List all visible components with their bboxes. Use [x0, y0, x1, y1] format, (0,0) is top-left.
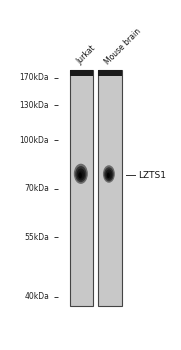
Text: 170kDa: 170kDa [20, 73, 49, 82]
Ellipse shape [78, 172, 82, 178]
Ellipse shape [79, 173, 82, 177]
Ellipse shape [77, 168, 85, 181]
Ellipse shape [107, 173, 110, 178]
Ellipse shape [104, 167, 114, 181]
Text: Mouse brain: Mouse brain [103, 27, 143, 66]
Text: LZTS1: LZTS1 [138, 171, 166, 180]
Text: 70kDa: 70kDa [24, 184, 49, 194]
FancyBboxPatch shape [98, 70, 121, 306]
Ellipse shape [106, 172, 111, 178]
Text: 130kDa: 130kDa [20, 101, 49, 110]
Ellipse shape [108, 173, 110, 177]
Ellipse shape [75, 166, 87, 182]
Ellipse shape [74, 164, 88, 184]
FancyBboxPatch shape [70, 70, 93, 76]
FancyBboxPatch shape [70, 70, 93, 306]
Text: 55kDa: 55kDa [24, 233, 49, 242]
Ellipse shape [103, 165, 115, 183]
Text: 100kDa: 100kDa [20, 136, 49, 145]
Text: 40kDa: 40kDa [24, 292, 49, 301]
Ellipse shape [78, 171, 84, 179]
FancyBboxPatch shape [98, 70, 121, 76]
Ellipse shape [105, 169, 112, 180]
Text: Jurkat: Jurkat [75, 44, 98, 66]
